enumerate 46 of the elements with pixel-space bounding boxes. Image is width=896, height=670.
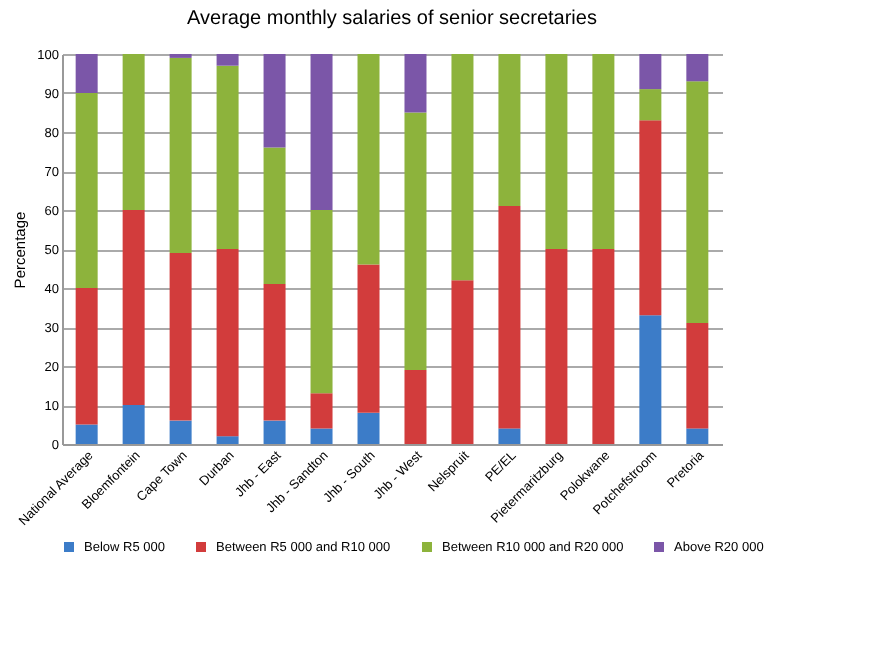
bar [122,405,145,444]
bar [357,54,380,265]
bar [169,420,192,444]
bar [639,315,662,444]
bar [404,54,427,113]
bar [592,249,615,444]
bar [216,249,239,437]
bar [639,54,662,90]
bar [169,252,192,421]
bar [75,424,98,444]
bar [357,264,380,413]
bar [357,412,380,444]
bar [451,280,474,444]
bar [592,54,615,249]
bar [451,54,474,281]
bar [75,54,98,93]
bar [310,393,333,429]
bar [169,57,192,253]
bar [404,112,427,370]
bar [75,288,98,425]
bar [498,54,521,207]
bar [686,323,709,429]
bar [686,428,709,444]
bar [216,65,239,249]
bar [310,210,333,394]
bar [122,210,145,405]
bar [639,89,662,121]
bar [263,54,286,148]
bar [310,54,333,210]
bar [310,428,333,444]
bar [216,54,239,66]
bar [639,120,662,316]
bar [545,54,568,249]
bar [122,54,145,210]
bar [263,284,286,421]
bar [498,206,521,429]
bar [686,81,709,324]
bar [216,436,239,444]
bar [263,147,286,285]
chart-title: Average monthly salaries of senior secretaries [187,8,597,30]
bar [263,420,286,444]
bar [75,93,98,288]
bar [545,249,568,444]
bar [686,54,709,82]
bar [498,428,521,444]
bar [404,369,427,444]
